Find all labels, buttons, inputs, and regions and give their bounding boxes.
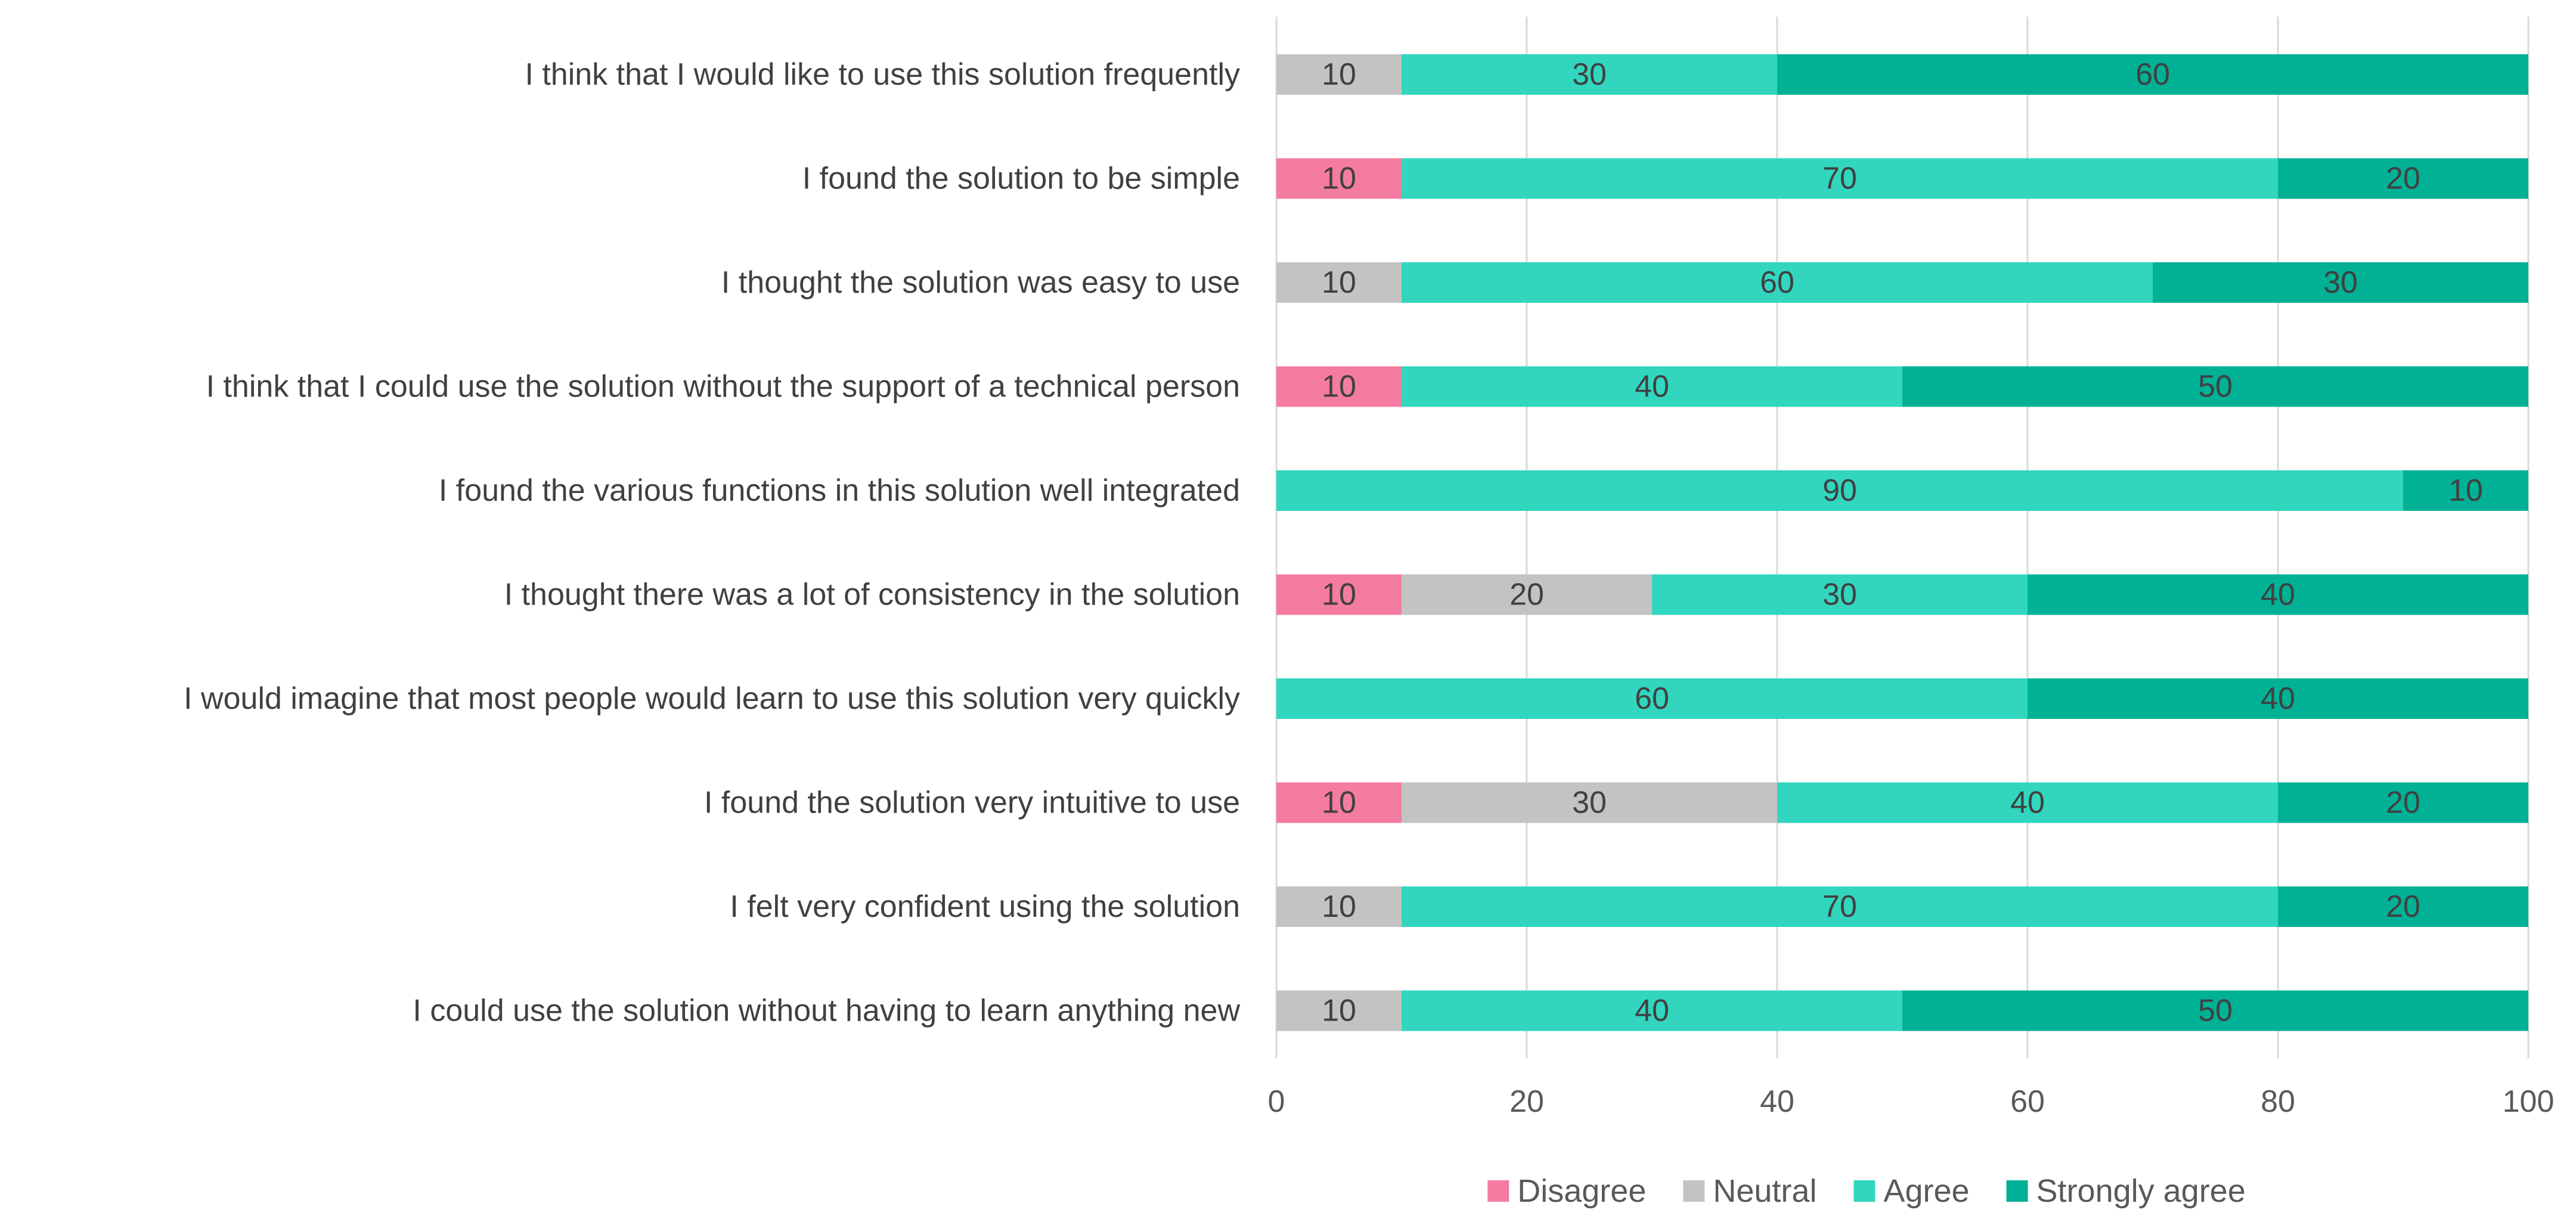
data-label: 70 xyxy=(1822,162,1857,196)
legend-label: Agree xyxy=(1883,1173,1969,1209)
bar-strongly-agree xyxy=(2028,574,2528,615)
bar-strongly-agree xyxy=(2153,262,2528,303)
bar-strongly-agree xyxy=(2278,886,2528,927)
data-label: 10 xyxy=(1322,994,1356,1028)
category-label: I thought the solution was easy to use xyxy=(721,265,1240,300)
bar-neutral xyxy=(1276,990,1402,1031)
legend-swatch xyxy=(1683,1180,1705,1202)
bar-agree xyxy=(1402,262,2153,303)
data-label: 20 xyxy=(2386,786,2420,820)
data-label: 70 xyxy=(1822,889,1857,924)
legend-item-neutral: Neutral xyxy=(1683,1173,1816,1209)
legend-item-agree: Agree xyxy=(1853,1173,1970,1209)
bar-disagree xyxy=(1276,782,1402,823)
bar-strongly-agree xyxy=(1902,990,2528,1031)
x-tick-label: 20 xyxy=(1509,1084,1544,1119)
data-label: 30 xyxy=(1572,786,1607,820)
data-label: 10 xyxy=(1322,162,1356,196)
bar-agree xyxy=(1402,158,2278,199)
bar-disagree xyxy=(1276,158,1402,199)
bar-neutral xyxy=(1402,574,1652,615)
data-label: 10 xyxy=(1322,57,1356,92)
data-label: 10 xyxy=(1322,786,1356,820)
bar-agree xyxy=(1652,574,2028,615)
data-label: 10 xyxy=(1322,265,1356,300)
bar-neutral xyxy=(1402,782,1777,823)
bar-neutral xyxy=(1276,886,1402,927)
legend-item-disagree: Disagree xyxy=(1487,1173,1646,1209)
legend-item-strongly-agree: Strongly agree xyxy=(2006,1173,2246,1209)
bar-strongly-agree xyxy=(2028,678,2528,719)
category-label: I felt very confident using the solution xyxy=(730,889,1240,924)
bar-neutral xyxy=(1276,262,1402,303)
x-tick-label: 0 xyxy=(1268,1084,1285,1119)
bar-agree xyxy=(1276,470,2403,511)
x-tick-label: 100 xyxy=(2503,1084,2555,1119)
data-label: 30 xyxy=(1572,57,1607,92)
bar-strongly-agree xyxy=(1777,54,2528,95)
bar-agree xyxy=(1402,990,1902,1031)
data-label: 10 xyxy=(1322,889,1356,924)
data-label: 30 xyxy=(2323,265,2358,300)
bar-strongly-agree xyxy=(2278,158,2528,199)
bar-disagree xyxy=(1276,366,1402,407)
data-label: 10 xyxy=(1322,578,1356,612)
legend-swatch xyxy=(2006,1180,2028,1202)
data-label: 20 xyxy=(2386,162,2420,196)
bar-disagree xyxy=(1276,574,1402,615)
data-label: 40 xyxy=(2010,786,2045,820)
legend-label: Neutral xyxy=(1713,1173,1816,1209)
legend-swatch xyxy=(1487,1180,1509,1202)
x-tick-label: 80 xyxy=(2261,1084,2295,1119)
category-label: I found the solution very intuitive to u… xyxy=(704,786,1240,820)
data-label: 40 xyxy=(1635,370,1669,404)
data-labels: 10 30 60 10 70 20 10 60 30 10 40 50 90 10 10 20 30 40 60 40… xyxy=(1322,57,2483,1028)
legend-label: Strongly agree xyxy=(2036,1173,2246,1209)
data-label: 90 xyxy=(1822,473,1857,508)
bar-agree xyxy=(1402,54,1777,95)
bar-agree xyxy=(1402,366,1902,407)
data-label: 20 xyxy=(2386,889,2420,924)
data-label: 40 xyxy=(1635,994,1669,1028)
bar-neutral xyxy=(1276,54,1402,95)
category-label: I thought there was a lot of consistency… xyxy=(504,578,1240,612)
category-labels: I think that I would like to use this so… xyxy=(184,57,1240,1028)
data-label: 50 xyxy=(2198,370,2233,404)
x-axis-ticks: 0 20 40 60 80 100 xyxy=(1268,1084,2555,1119)
legend: Disagree Neutral Agree Strongly agree xyxy=(1487,1173,2246,1209)
data-label: 50 xyxy=(2198,994,2233,1028)
category-label: I think that I would like to use this so… xyxy=(525,57,1240,92)
data-label: 60 xyxy=(1635,681,1669,716)
bar-strongly-agree xyxy=(2278,782,2528,823)
category-label: I found the various functions in this so… xyxy=(439,473,1240,508)
data-label: 60 xyxy=(2135,57,2170,92)
data-label: 40 xyxy=(2261,578,2295,612)
x-tick-label: 60 xyxy=(2010,1084,2045,1119)
data-label: 60 xyxy=(1760,265,1794,300)
x-tick-label: 40 xyxy=(1760,1084,1794,1119)
category-label: I found the solution to be simple xyxy=(802,162,1240,196)
bar-strongly-agree xyxy=(2403,470,2528,511)
data-label: 30 xyxy=(1822,578,1857,612)
bar-agree xyxy=(1276,678,2028,719)
data-label: 20 xyxy=(1509,578,1544,612)
data-label: 10 xyxy=(1322,370,1356,404)
data-label: 40 xyxy=(2261,681,2295,716)
category-label: I could use the solution without having … xyxy=(413,994,1240,1028)
category-label: I think that I could use the solution wi… xyxy=(206,370,1240,404)
data-label: 10 xyxy=(2448,473,2483,508)
legend-label: Disagree xyxy=(1517,1173,1646,1209)
category-label: I would imagine that most people would l… xyxy=(184,681,1240,716)
bar-agree xyxy=(1777,782,2278,823)
bar-agree xyxy=(1402,886,2278,927)
bar-strongly-agree xyxy=(1902,366,2528,407)
bars xyxy=(1276,54,2528,1031)
legend-swatch xyxy=(1853,1180,1876,1202)
